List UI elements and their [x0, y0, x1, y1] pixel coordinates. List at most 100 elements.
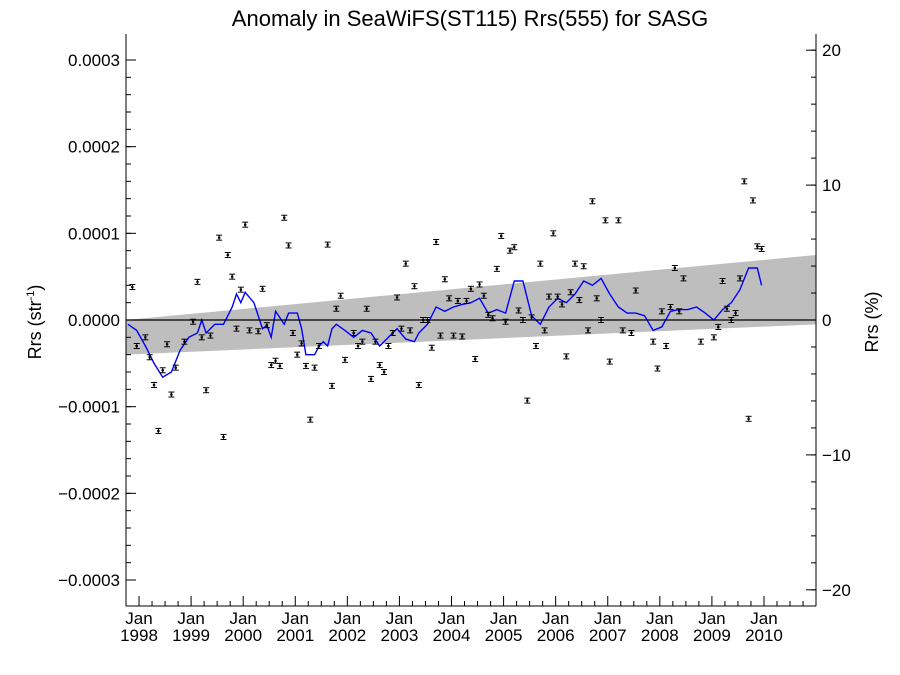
data-point — [255, 328, 262, 335]
point-marker — [630, 332, 633, 334]
point-marker — [395, 296, 399, 299]
point-marker — [699, 340, 703, 343]
y-axis-title-left-main: Rrs (str — [25, 300, 45, 359]
point-marker — [378, 364, 381, 367]
point-marker — [413, 285, 416, 288]
x-tick-year-label: 2007 — [589, 626, 627, 645]
data-point — [697, 338, 704, 345]
y-axis-title-right: Rrs (%) — [862, 292, 882, 353]
point-marker — [717, 325, 720, 328]
data-point — [671, 265, 678, 271]
point-marker — [669, 306, 672, 308]
data-point — [133, 343, 140, 349]
point-marker — [500, 234, 503, 237]
y-tick-label-left: −0.0001 — [58, 398, 120, 417]
data-point — [394, 294, 401, 301]
data-point — [242, 221, 249, 228]
point-marker — [283, 216, 286, 219]
data-point — [723, 305, 730, 312]
data-point — [285, 242, 292, 249]
point-marker — [556, 295, 559, 298]
data-point — [164, 341, 171, 348]
data-point — [233, 325, 240, 332]
y-tick-label-left: −0.0003 — [58, 571, 120, 590]
data-point — [732, 310, 739, 317]
data-point — [585, 327, 592, 334]
point-marker — [404, 262, 407, 265]
point-marker — [365, 307, 368, 310]
data-point — [736, 275, 743, 282]
data-point — [741, 178, 748, 185]
x-tick-year-label: 2009 — [693, 626, 731, 645]
data-point — [146, 354, 153, 361]
data-point — [372, 338, 379, 345]
data-point — [532, 343, 539, 349]
point-marker — [491, 317, 494, 320]
data-point — [628, 330, 635, 336]
data-point — [541, 327, 548, 334]
x-tick-year-label: 1998 — [120, 626, 158, 645]
point-marker — [673, 267, 677, 269]
trend-band-layer — [126, 255, 816, 355]
x-tick-year-label: 2000 — [224, 626, 262, 645]
data-point — [220, 434, 227, 440]
data-point — [368, 375, 375, 382]
data-point — [450, 332, 457, 339]
point-marker — [261, 287, 264, 290]
data-point — [216, 234, 223, 241]
point-marker — [504, 320, 507, 323]
data-point — [289, 330, 296, 336]
point-marker — [478, 283, 481, 286]
point-marker — [339, 294, 342, 297]
point-marker — [330, 384, 334, 387]
point-marker — [157, 429, 160, 432]
data-point — [328, 382, 335, 389]
data-point — [446, 295, 453, 302]
point-marker — [738, 277, 742, 280]
data-point — [619, 327, 626, 334]
point-marker — [361, 340, 364, 343]
data-point — [567, 289, 574, 296]
x-tick-year-label: 1999 — [172, 626, 210, 645]
data-point — [385, 343, 392, 349]
point-marker — [608, 360, 611, 363]
point-marker — [591, 200, 594, 203]
data-point — [719, 278, 726, 284]
data-point — [515, 307, 522, 314]
point-marker — [539, 262, 542, 265]
point-marker — [239, 288, 243, 291]
x-tick-year-label: 2005 — [485, 626, 523, 645]
data-point — [667, 304, 674, 310]
data-point — [341, 356, 348, 363]
y-tick-label-right: 10 — [822, 176, 841, 195]
point-marker — [222, 436, 225, 438]
data-point — [576, 297, 583, 304]
data-point — [511, 244, 518, 251]
point-marker — [374, 340, 377, 343]
data-point — [615, 217, 622, 224]
data-point — [754, 243, 761, 250]
data-point — [467, 285, 474, 292]
x-tick-month-label: Jan — [646, 609, 673, 628]
point-marker — [204, 389, 208, 392]
point-marker — [604, 219, 607, 222]
point-marker — [230, 275, 234, 278]
point-marker — [148, 356, 151, 359]
point-marker — [547, 295, 551, 298]
y-tick-label-left: 0.0002 — [68, 138, 120, 157]
point-marker — [495, 267, 499, 270]
data-point — [281, 214, 288, 221]
data-point — [437, 332, 444, 339]
data-point — [229, 273, 236, 280]
data-point — [572, 260, 579, 267]
point-marker — [573, 262, 577, 265]
data-point — [602, 217, 609, 224]
x-tick-year-label: 2006 — [537, 626, 575, 645]
data-point — [433, 239, 440, 245]
data-point — [428, 344, 435, 351]
point-marker — [530, 316, 533, 319]
data-point — [259, 285, 266, 292]
point-marker — [634, 289, 637, 292]
data-point — [676, 308, 683, 315]
